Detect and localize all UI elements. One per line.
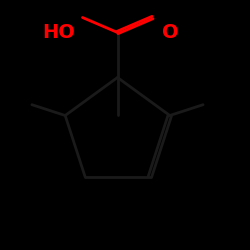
Text: O: O: [162, 23, 178, 42]
Text: HO: HO: [42, 23, 75, 42]
